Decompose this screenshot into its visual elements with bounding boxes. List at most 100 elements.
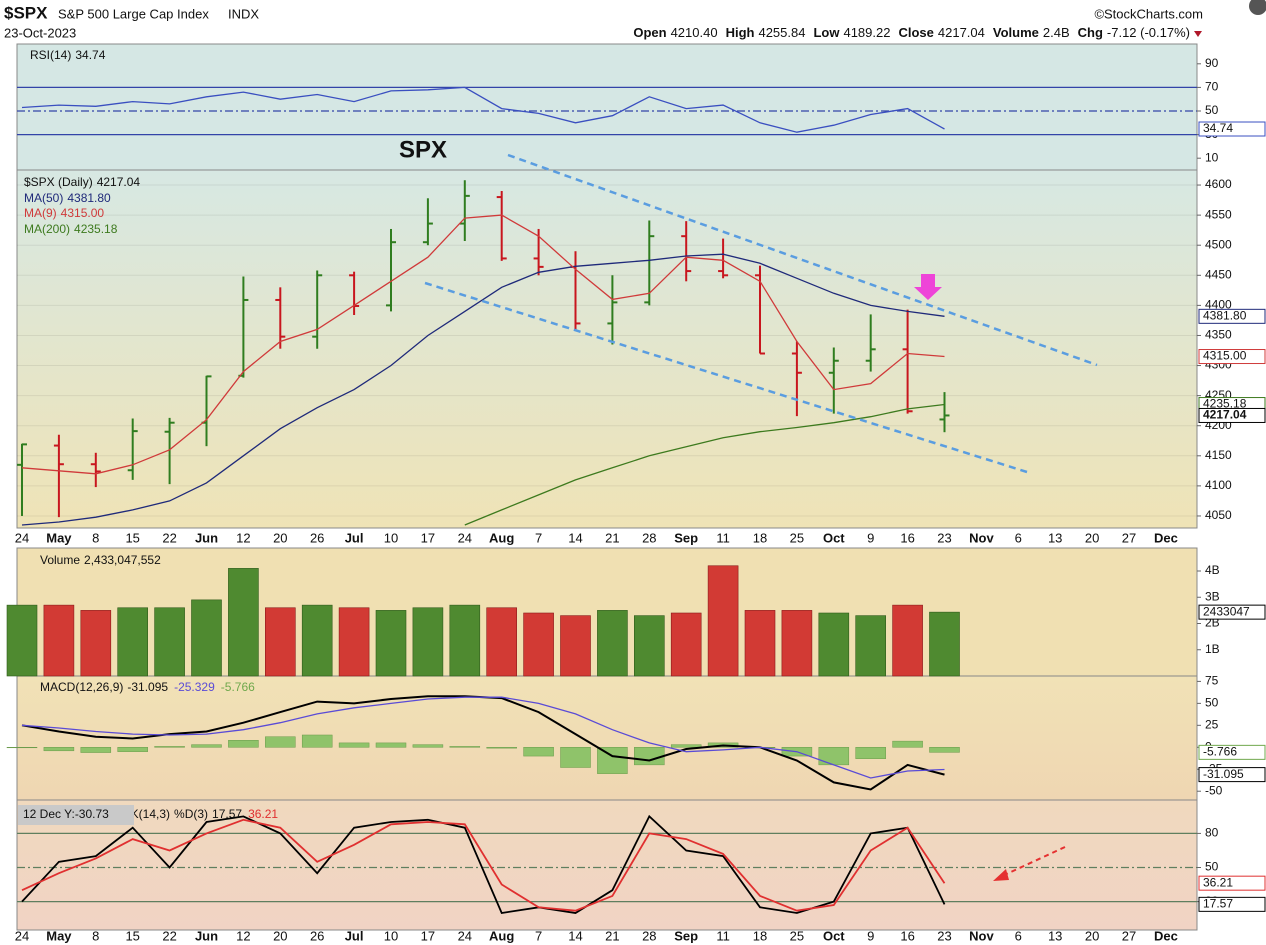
- ma50-last: 4381.80: [67, 191, 111, 205]
- x-tick-label: 23: [937, 530, 951, 545]
- y-tick-label: 4450: [1205, 267, 1232, 281]
- value-box: [1198, 308, 1266, 324]
- rsi-name: RSI(14): [30, 48, 71, 62]
- histogram-bar: [228, 740, 259, 748]
- x-tick-label: 16: [900, 530, 914, 545]
- x-tick-label: Aug: [489, 530, 514, 545]
- volume-value: 2.4B: [1043, 25, 1070, 40]
- x-tick-label: 17: [421, 928, 435, 943]
- y-tick-label: 50: [1205, 696, 1219, 710]
- volume-bar: [6, 604, 38, 677]
- x-tick-label: 25: [790, 928, 804, 943]
- y-tick-label: -50: [1205, 783, 1223, 797]
- x-tick-label: 7: [535, 530, 542, 545]
- ma9-legend: MA(9) 4315.00: [24, 206, 104, 220]
- value-label: 4217.04: [1203, 408, 1247, 422]
- x-tick-label: 24: [458, 530, 472, 545]
- x-tick-label: 12: [236, 530, 250, 545]
- histogram-bar: [117, 747, 148, 752]
- x-tick-label: 18: [753, 928, 767, 943]
- red-arrow-head: [993, 869, 1009, 881]
- y-tick-label: 4350: [1205, 328, 1232, 342]
- volume-bar: [154, 607, 185, 677]
- security-name: S&P 500 Large Cap Index: [58, 6, 209, 21]
- close-icon[interactable]: [1249, 0, 1266, 15]
- x-tick-label: 8: [92, 928, 99, 943]
- histogram-bar: [855, 747, 886, 759]
- x-tick-label: 27: [1122, 928, 1136, 943]
- value-box: [1198, 349, 1266, 365]
- value-box: [1198, 604, 1266, 620]
- y-tick-label: 90: [1205, 56, 1219, 70]
- tooltip-box: [18, 805, 134, 825]
- histogram-bar: [818, 747, 850, 766]
- series-line: [21, 86, 945, 133]
- series-line: [21, 214, 945, 475]
- volume-bar: [560, 615, 591, 677]
- x-tick-label: May: [46, 928, 72, 943]
- ma200-name: MA(200): [24, 222, 70, 236]
- value-label: 34.74: [1203, 121, 1233, 135]
- volume-bar: [43, 604, 75, 677]
- value-label: -31.095: [1203, 767, 1244, 781]
- y-tick-label: 80: [1205, 826, 1219, 840]
- rsi-last: 34.74: [75, 48, 105, 62]
- histogram-bar: [80, 747, 112, 753]
- value-label: 4381.80: [1203, 309, 1247, 323]
- x-tick-label: Sep: [674, 928, 698, 943]
- y-tick-label: 4B: [1205, 563, 1220, 577]
- x-tick-label: 25: [790, 530, 804, 545]
- macd-name: MACD(12,26,9): [40, 680, 123, 694]
- volume-bar: [633, 615, 665, 677]
- value-box: [1198, 121, 1266, 137]
- y-tick-label: 25: [1205, 717, 1219, 731]
- trend-line-upper: [507, 153, 1098, 367]
- x-tick-label: 8: [92, 530, 99, 545]
- value-label: -5.766: [1203, 745, 1237, 759]
- y-tick-label: 4400: [1205, 298, 1232, 312]
- x-tick-label: 22: [162, 530, 176, 545]
- x-tick-label: 21: [605, 530, 619, 545]
- price-name: $SPX (Daily): [24, 175, 93, 189]
- x-tick-label: Jul: [345, 928, 364, 943]
- histogram-bar: [375, 742, 407, 748]
- macd-panel: [16, 675, 1198, 801]
- x-tick-label: Oct: [823, 928, 845, 943]
- y-tick-label: 10: [1205, 150, 1219, 164]
- volume-bar: [670, 612, 702, 677]
- x-tick-label: 18: [753, 530, 767, 545]
- signal-last: -25.329: [174, 680, 215, 694]
- x-tick-label: Dec: [1154, 530, 1178, 545]
- histogram-bar: [154, 746, 185, 748]
- x-tick-label: Nov: [969, 530, 994, 545]
- volume-bar: [855, 615, 887, 677]
- volume-label: Volume: [993, 25, 1039, 40]
- histogram-bar: [412, 744, 444, 748]
- d-last: 36.21: [248, 807, 278, 821]
- volume-bar: [375, 610, 407, 677]
- red-arrow-line: [999, 846, 1066, 878]
- y-tick-label: 1B: [1205, 642, 1220, 656]
- ma50-name: MA(50): [24, 191, 63, 205]
- histogram-bar: [265, 736, 296, 748]
- y-tick-label: 4050: [1205, 508, 1232, 522]
- histogram-bar: [43, 747, 75, 752]
- volume-legend: Volume 2,433,047,552: [40, 553, 161, 567]
- volume-bar: [264, 607, 296, 677]
- volume-bar: [707, 565, 739, 677]
- symbol: $SPX: [4, 3, 48, 22]
- open-label: Open: [633, 25, 666, 40]
- high-label: High: [726, 25, 755, 40]
- low-label: Low: [813, 25, 840, 40]
- y-tick-label: 3B: [1205, 589, 1220, 603]
- x-tick-label: 13: [1048, 530, 1062, 545]
- x-tick-label: 15: [125, 928, 139, 943]
- x-tick-label: 24: [15, 928, 29, 943]
- value-box: [1198, 875, 1266, 891]
- value-box: [1198, 896, 1266, 912]
- rsi-panel: [16, 43, 1198, 171]
- x-tick-label: 21: [605, 928, 619, 943]
- x-tick-label: 23: [937, 928, 951, 943]
- x-tick-label: 6: [1015, 530, 1022, 545]
